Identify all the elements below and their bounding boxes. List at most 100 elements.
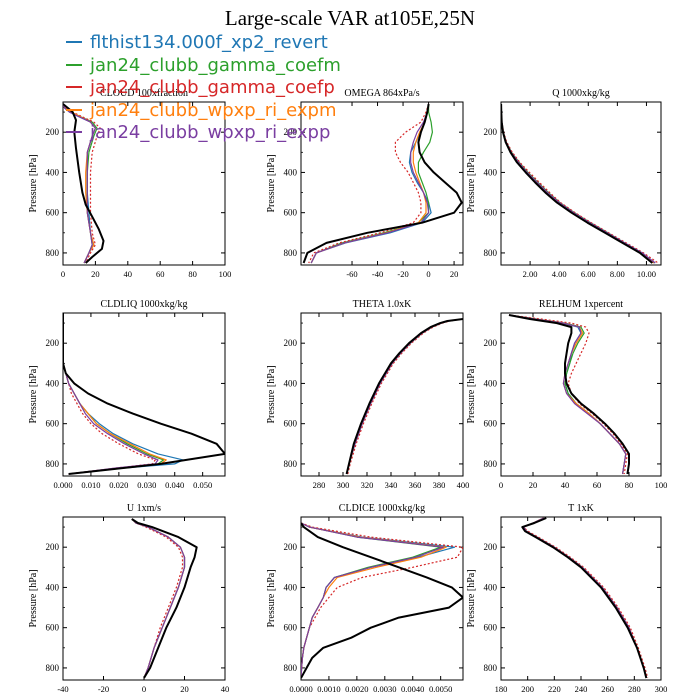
x-tick-label: 180 [495, 684, 508, 694]
series-line [131, 518, 186, 679]
legend-label: jan24_clubb_gamma_coefp [90, 77, 335, 99]
x-tick-label: 240 [575, 684, 588, 694]
x-tick-label: 400 [457, 480, 470, 490]
y-tick-label: 800 [484, 248, 498, 258]
panel-title: OMEGA 864xPa/s [344, 88, 419, 99]
y-tick-label: 400 [484, 167, 498, 177]
y-tick-label: 800 [284, 663, 298, 673]
y-tick-label: 600 [484, 419, 498, 429]
x-tick-label: -40 [57, 684, 68, 694]
y-axis-label: Pressure [hPa] [466, 154, 477, 212]
x-tick-label: 0.050 [193, 480, 212, 490]
series-line [523, 517, 647, 679]
series-line [523, 517, 647, 679]
x-tick-label: -20 [397, 269, 408, 279]
x-tick-label: 0 [499, 480, 503, 490]
series-line [131, 518, 186, 679]
x-tick-label: -60 [346, 269, 357, 279]
figure-title: Large-scale VAR at105E,25N [224, 6, 476, 30]
x-tick-label: 0.0020 [345, 684, 368, 694]
y-tick-label: 400 [484, 582, 498, 592]
series-line [508, 314, 629, 475]
x-tick-label: -20 [98, 684, 109, 694]
panel-title: CLDICE 1000xkg/kg [339, 503, 425, 514]
plot-frame [300, 516, 464, 681]
x-tick-label: 60 [156, 269, 165, 279]
x-tick-label: 20 [91, 269, 100, 279]
x-tick-label: 0.030 [137, 480, 156, 490]
x-tick-label: 40 [561, 480, 570, 490]
series-line [301, 522, 463, 679]
y-tick-label: 800 [484, 663, 498, 673]
series-line [508, 314, 630, 475]
x-tick-label: 60 [593, 480, 602, 490]
series-line [523, 517, 647, 679]
y-axis-label: Pressure [hPa] [466, 569, 477, 627]
x-tick-label: 320 [361, 480, 374, 490]
x-tick-label: 360 [409, 480, 422, 490]
legend-swatch [66, 63, 82, 66]
x-tick-label: 6.00 [581, 269, 596, 279]
series-line [63, 103, 105, 264]
legend-item: jan24_clubb_gamma_coefm [66, 55, 341, 78]
y-axis-label: Pressure [hPa] [266, 154, 277, 212]
series-line [501, 103, 655, 264]
x-tick-label: 340 [385, 480, 398, 490]
x-tick-label: 0.0050 [429, 684, 452, 694]
x-tick-label: 20 [450, 269, 459, 279]
x-tick-label: 80 [188, 269, 197, 279]
series-line [63, 313, 159, 475]
y-tick-label: 400 [46, 582, 60, 592]
series-line [63, 313, 184, 475]
x-tick-label: 40 [221, 684, 230, 694]
legend-label: jan24_clubb_wpxp_ri_expp [90, 122, 331, 144]
y-tick-label: 600 [484, 623, 498, 633]
series-line [308, 103, 430, 264]
series-line [63, 313, 167, 475]
x-tick-label: 260 [601, 684, 614, 694]
y-axis-label: Pressure [hPa] [28, 365, 39, 423]
x-tick-label: 10.00 [637, 269, 656, 279]
x-tick-label: 20 [529, 480, 538, 490]
series-line [523, 517, 649, 679]
series-line [131, 518, 198, 679]
x-tick-label: 80 [625, 480, 634, 490]
series-line [63, 313, 225, 475]
plot-frame [500, 516, 662, 681]
y-tick-label: 400 [46, 378, 60, 388]
y-tick-label: 800 [484, 459, 498, 469]
y-tick-label: 800 [46, 459, 60, 469]
x-tick-label: 8.00 [610, 269, 625, 279]
plot-frame [500, 312, 662, 477]
series-line [501, 103, 659, 264]
x-tick-label: 220 [548, 684, 561, 694]
legend-label: flthist134.000f_xp2_revert [90, 32, 328, 53]
x-tick-label: 0 [426, 269, 430, 279]
x-tick-label: 0 [142, 684, 146, 694]
series-line [131, 518, 186, 679]
x-tick-label: 280 [313, 480, 326, 490]
y-tick-label: 600 [284, 208, 298, 218]
series-line [508, 314, 627, 475]
series-line [523, 517, 647, 679]
series-line [302, 103, 463, 264]
x-tick-label: -40 [372, 269, 383, 279]
x-tick-label: 2.00 [523, 269, 538, 279]
plot-frame [62, 312, 226, 477]
x-tick-label: 0.020 [109, 480, 128, 490]
panel-title: CLOUD 100xfraction [100, 88, 188, 99]
x-tick-label: 0.0000 [289, 684, 312, 694]
plot-frame [62, 101, 226, 266]
series-line [346, 318, 463, 475]
x-tick-label: 0.000 [53, 480, 72, 490]
legend-item: jan24_clubb_gamma_coefp [66, 77, 341, 100]
series-line [345, 318, 463, 475]
panel-title: CLDLIQ 1000xkg/kg [101, 299, 188, 310]
plot-frame [300, 312, 464, 477]
y-tick-label: 600 [46, 623, 60, 633]
x-tick-label: 0.040 [165, 480, 184, 490]
plot-frame [62, 516, 226, 681]
y-tick-label: 200 [484, 542, 498, 552]
panel-title: THETA 1.0xK [353, 299, 412, 310]
panel-title: RELHUM 1xpercent [539, 299, 623, 310]
